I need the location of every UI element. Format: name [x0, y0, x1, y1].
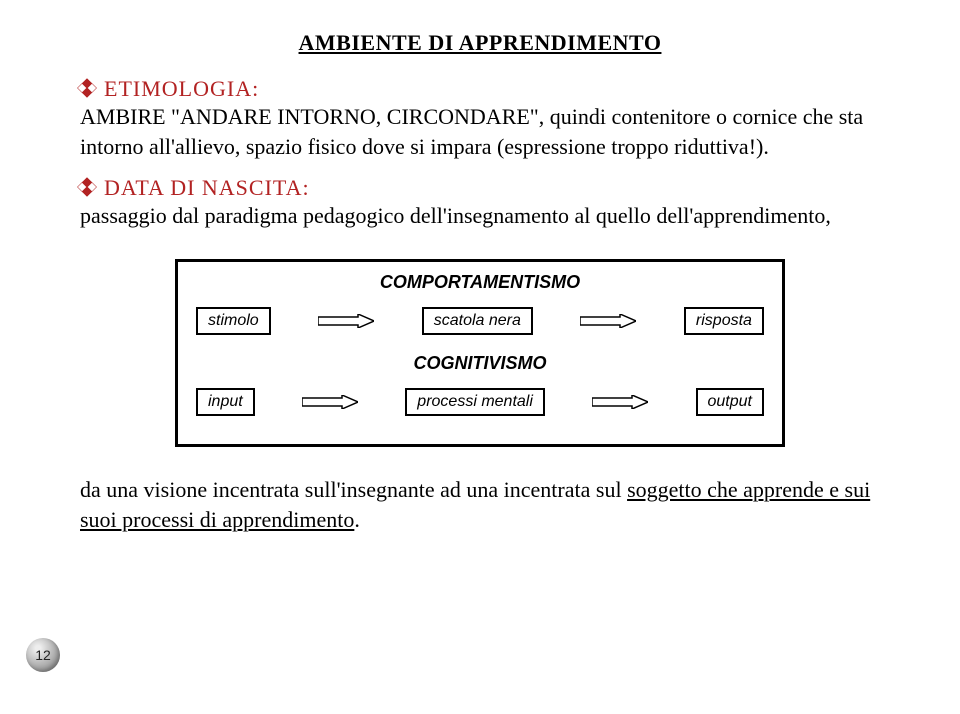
page-number-badge: 12 — [26, 638, 60, 672]
etimologia-section: ETIMOLOGIA: AMBIRE "ANDARE INTORNO, CIRC… — [80, 76, 880, 161]
diagram-cell-input: input — [196, 388, 255, 416]
page-title: AMBIENTE DI APPRENDIMENTO — [80, 30, 880, 56]
etimologia-text: AMBIRE "ANDARE INTORNO, CIRCONDARE", qui… — [80, 102, 880, 161]
diagram-cell-stimolo: stimolo — [196, 307, 271, 335]
arrow-icon — [302, 395, 358, 409]
nascita-text: passaggio dal paradigma pedagogico dell'… — [80, 201, 880, 231]
diagram-row-1: stimolo scatola nera risposta — [196, 307, 764, 335]
diagram-title-1: COMPORTAMENTISMO — [196, 272, 764, 293]
arrow-icon — [580, 314, 636, 328]
conclusion-pre: da una visione incentrata sull'insegnant… — [80, 477, 627, 502]
diagram-container: COMPORTAMENTISMO stimolo scatola nera ri… — [175, 259, 785, 447]
diamond-icon — [77, 177, 97, 197]
arrow-icon — [318, 314, 374, 328]
diagram-row-2: input processi mentali output — [196, 388, 764, 416]
conclusion-post: . — [354, 507, 360, 532]
diagram-cell-output: output — [696, 388, 764, 416]
nascita-section: DATA DI NASCITA: passaggio dal paradigma… — [80, 175, 880, 231]
diagram-cell-scatola: scatola nera — [422, 307, 533, 335]
diagram-title-2: COGNITIVISMO — [196, 353, 764, 374]
diamond-icon — [77, 78, 97, 98]
arrow-icon — [592, 395, 648, 409]
conclusion-text: da una visione incentrata sull'insegnant… — [80, 475, 880, 534]
nascita-label: DATA DI NASCITA: — [104, 175, 310, 201]
diagram-cell-risposta: risposta — [684, 307, 764, 335]
diagram-cell-processi: processi mentali — [405, 388, 545, 416]
etimologia-label: ETIMOLOGIA: — [104, 76, 259, 102]
